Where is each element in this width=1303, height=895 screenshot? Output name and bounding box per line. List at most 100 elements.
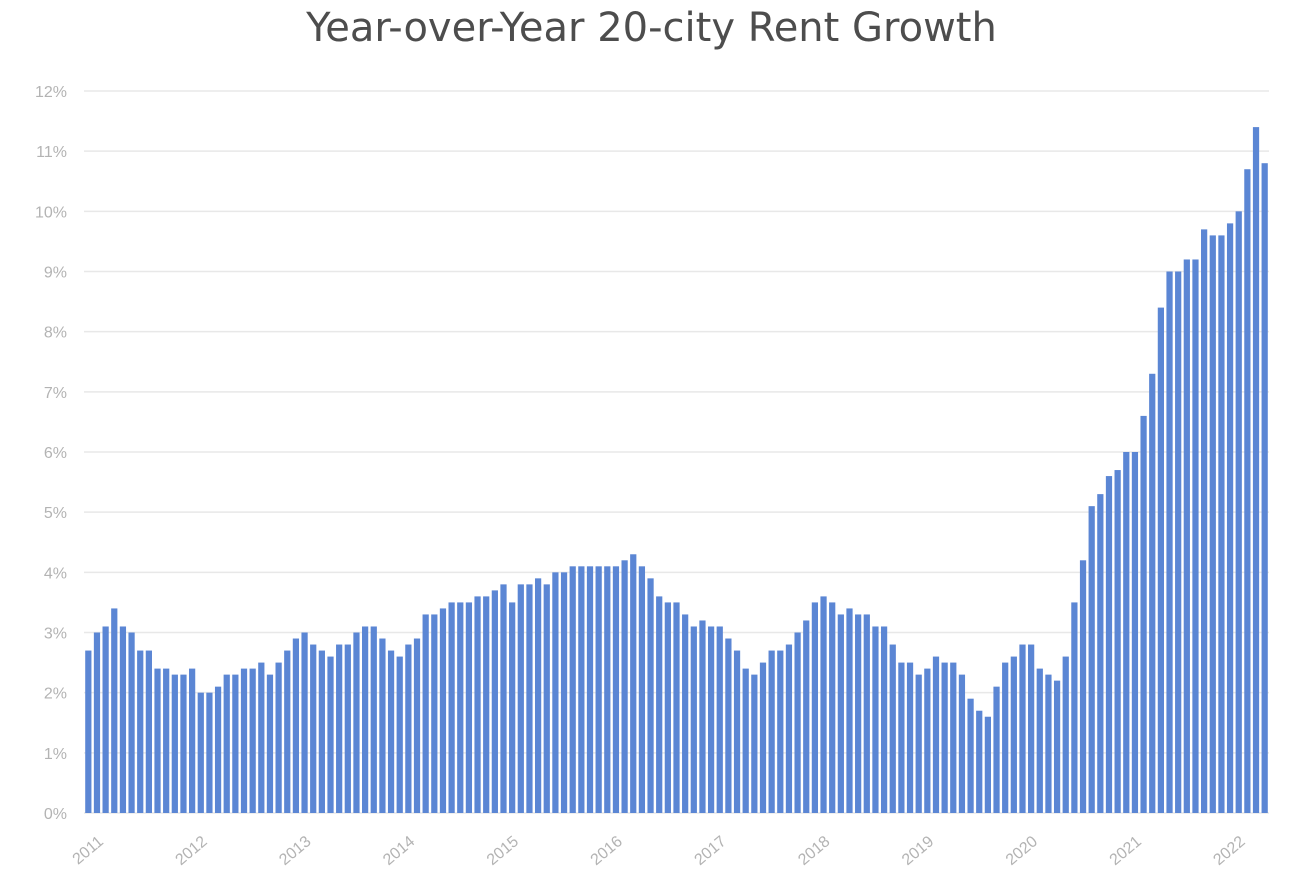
bar	[266, 674, 274, 813]
bar	[586, 566, 594, 813]
bar	[906, 662, 914, 813]
bar	[1123, 452, 1130, 813]
bar	[690, 626, 697, 813]
bar	[431, 614, 438, 813]
bar	[820, 596, 827, 813]
bar	[1261, 163, 1268, 813]
bar	[1114, 470, 1121, 813]
bar	[673, 602, 680, 813]
bar	[950, 662, 957, 813]
bar	[310, 644, 317, 813]
y-tick-label: 6%	[44, 445, 67, 462]
bar	[794, 632, 801, 813]
bar	[119, 626, 127, 813]
bar	[206, 692, 213, 813]
bar	[232, 674, 239, 813]
bar	[1252, 127, 1260, 814]
bar	[1166, 271, 1173, 813]
bar	[664, 602, 671, 813]
bar	[656, 596, 663, 813]
bar	[85, 650, 92, 813]
bar	[379, 638, 386, 813]
bar	[604, 566, 611, 813]
bar	[993, 686, 1000, 813]
bars	[85, 127, 1268, 814]
bar	[1201, 229, 1208, 813]
bar	[595, 566, 602, 813]
bar	[128, 632, 135, 813]
bar	[707, 626, 715, 813]
bar	[1183, 259, 1190, 814]
bar	[785, 644, 793, 813]
bar	[612, 566, 620, 813]
bar	[967, 698, 974, 813]
bar	[898, 662, 905, 813]
bar	[768, 650, 775, 813]
y-tick-label: 12%	[35, 84, 67, 101]
bar	[1071, 602, 1078, 813]
bar	[240, 668, 248, 813]
bar	[1105, 476, 1113, 813]
bar	[396, 656, 403, 813]
bar	[716, 626, 723, 813]
y-axis-tick-labels: 0% 1% 2% 3% 4% 5% 6% 7% 8% 9% 10% 11% 12%	[35, 84, 67, 823]
bar	[249, 668, 256, 813]
bar	[811, 602, 819, 813]
bar	[958, 674, 966, 813]
y-tick-label: 8%	[44, 325, 67, 342]
bar	[318, 650, 325, 813]
bar	[1028, 644, 1035, 813]
bar	[483, 596, 490, 813]
bar	[759, 662, 767, 813]
bar	[578, 566, 585, 813]
y-tick-label: 4%	[44, 565, 67, 582]
bar	[872, 626, 879, 813]
bar	[362, 626, 369, 813]
bar	[543, 584, 550, 813]
bar	[344, 644, 351, 813]
bar	[327, 656, 334, 813]
bar	[163, 668, 170, 813]
bar	[301, 632, 308, 813]
bar	[370, 626, 377, 813]
bar	[223, 674, 230, 813]
bar	[1140, 415, 1147, 813]
x-tick-label: 2012	[172, 833, 210, 869]
bar	[526, 584, 533, 813]
x-tick-label: 2013	[276, 833, 314, 869]
bar	[621, 560, 628, 813]
x-tick-label: 2015	[484, 833, 522, 869]
bar	[725, 638, 732, 813]
bar	[880, 626, 888, 813]
y-tick-label: 5%	[44, 505, 67, 522]
bar	[777, 650, 784, 813]
y-tick-label: 9%	[44, 265, 67, 282]
bar	[197, 692, 204, 813]
bar	[448, 602, 455, 813]
bar	[465, 602, 473, 813]
bar	[387, 650, 395, 813]
bar	[1192, 259, 1199, 814]
bar	[258, 662, 265, 813]
bar	[154, 668, 161, 813]
bar	[1088, 506, 1095, 813]
bar	[422, 614, 429, 813]
bar	[932, 656, 940, 813]
bar	[733, 650, 741, 813]
bar	[1149, 373, 1156, 813]
x-tick-label: 2016	[588, 833, 626, 869]
bar	[829, 602, 836, 813]
bar	[1079, 560, 1087, 813]
bar	[647, 578, 654, 813]
x-tick-label: 2020	[1003, 833, 1041, 869]
bar	[1053, 680, 1061, 813]
y-tick-label: 1%	[44, 746, 67, 763]
chart-title: Year-over-Year 20-city Rent Growth	[306, 5, 997, 51]
bar	[638, 566, 646, 813]
bar	[837, 614, 844, 813]
bar	[275, 662, 282, 813]
y-tick-label: 10%	[35, 204, 67, 221]
x-tick-label: 2017	[691, 833, 729, 869]
bar	[353, 632, 360, 813]
bar	[474, 596, 481, 813]
